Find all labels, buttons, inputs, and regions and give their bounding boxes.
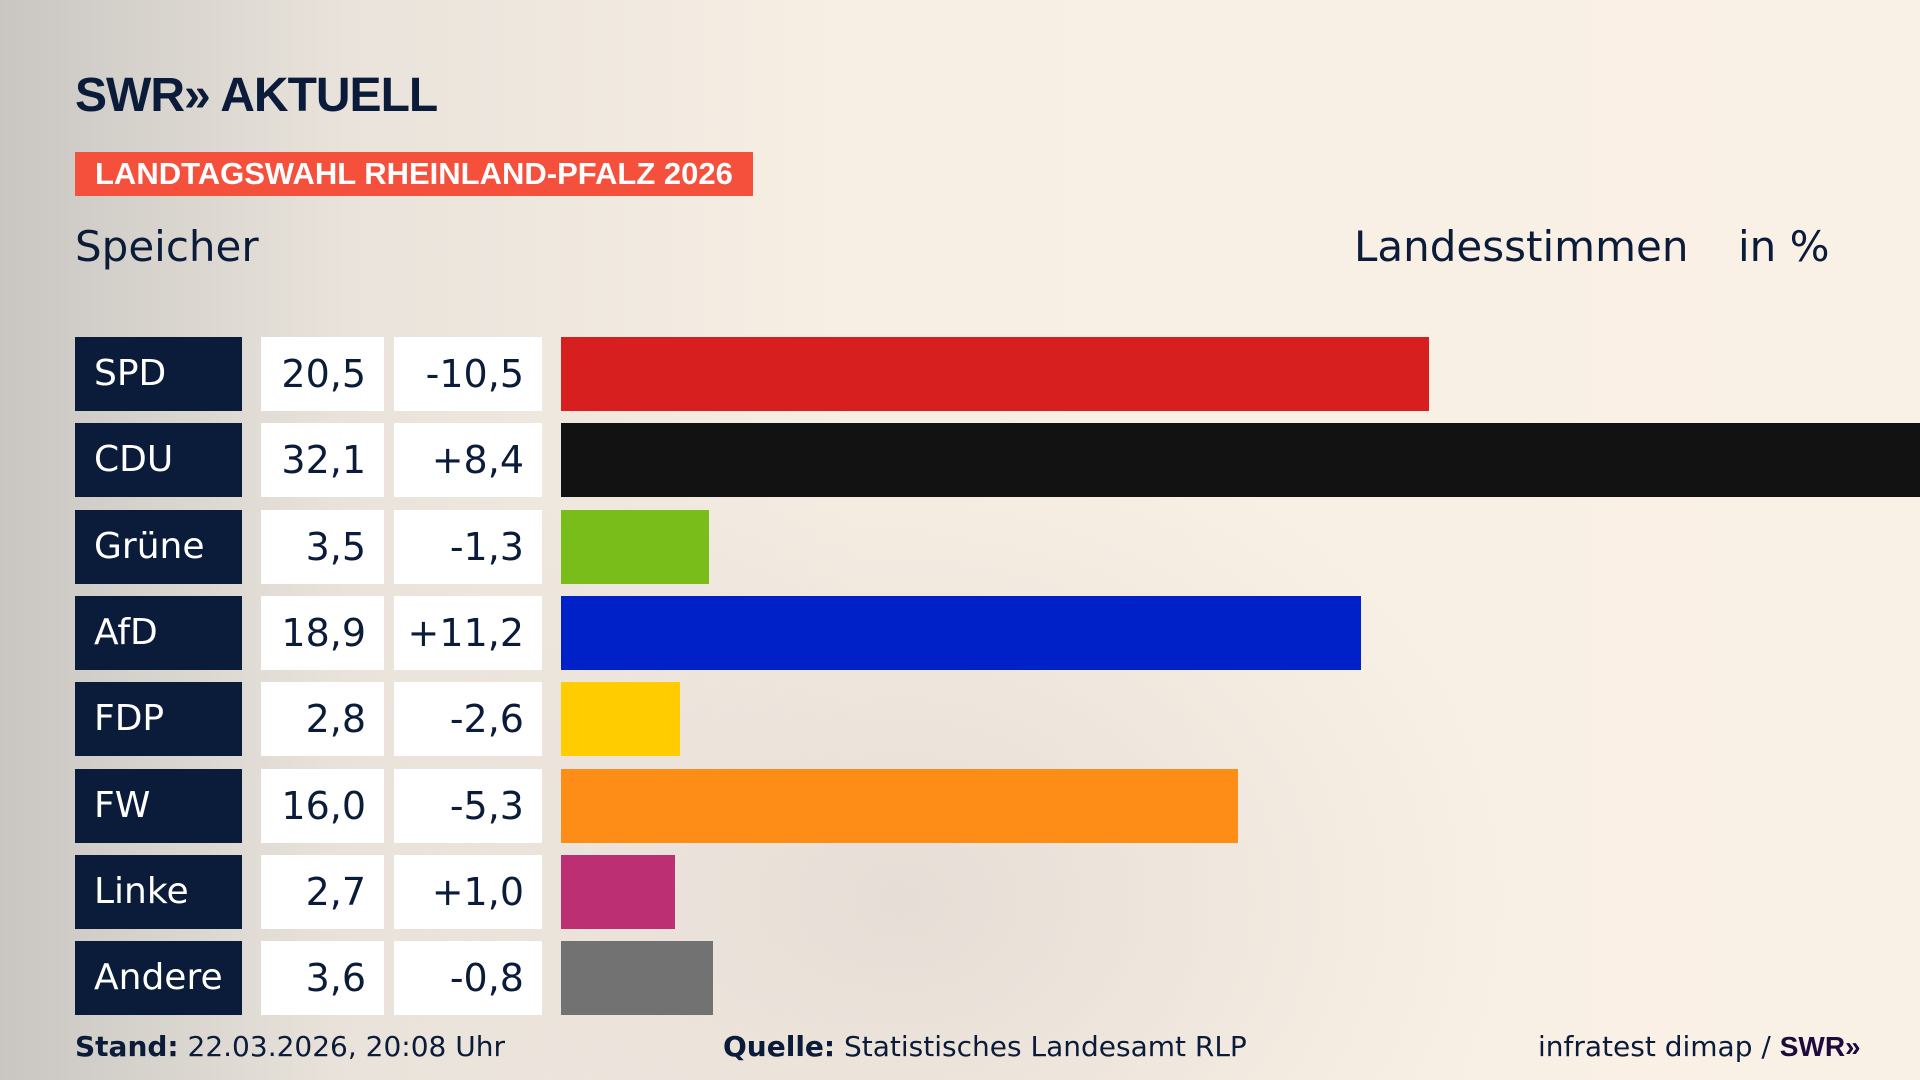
credit: infratest dimap / SWR» [1538, 1030, 1861, 1063]
credit-text: infratest dimap / [1538, 1030, 1780, 1063]
stand-label: Stand: [75, 1030, 179, 1063]
party-label: Linke [75, 854, 242, 929]
diff-label: -0,8 [394, 941, 542, 1016]
value-label: 20,5 [261, 337, 384, 411]
party-label: Andere [75, 941, 242, 1016]
timestamp: Stand: 22.03.2026, 20:08 Uhr [75, 1030, 505, 1063]
unit-label: in % [1738, 222, 1830, 271]
bar [561, 509, 710, 584]
bar [561, 768, 1239, 843]
diff-label: +1,0 [394, 854, 542, 929]
value-label: 2,8 [261, 682, 384, 757]
bar [561, 595, 1362, 670]
value-label: 2,7 [261, 854, 384, 929]
source: Quelle: Statistisches Landesamt RLP [723, 1030, 1247, 1063]
diff-label: -2,6 [394, 682, 542, 757]
value-label: 16,0 [261, 768, 384, 843]
value-label: 3,6 [261, 941, 384, 1016]
value-label: 32,1 [261, 423, 384, 498]
bar [561, 682, 680, 757]
party-label: FDP [75, 682, 242, 757]
bar [561, 854, 676, 929]
party-label: Grüne [75, 509, 242, 584]
bar [561, 941, 714, 1016]
party-label: FW [75, 768, 242, 843]
diff-label: -1,3 [394, 509, 542, 584]
swr-aktuell-logo: SWR» AKTUELL [75, 69, 438, 122]
diff-label: +11,2 [394, 595, 542, 670]
value-label: 3,5 [261, 509, 384, 584]
stand-value: 22.03.2026, 20:08 Uhr [187, 1030, 505, 1063]
metric-label: Landesstimmen [1354, 222, 1689, 271]
bar [561, 423, 1920, 498]
party-label: AfD [75, 595, 242, 670]
place-title: Speicher [75, 222, 259, 271]
source-label: Quelle: [723, 1030, 836, 1063]
bar [561, 337, 1429, 411]
value-label: 18,9 [261, 595, 384, 670]
election-tag: LANDTAGSWAHL RHEINLAND-PFALZ 2026 [75, 152, 753, 196]
diff-label: +8,4 [394, 423, 542, 498]
diff-label: -5,3 [394, 768, 542, 843]
swr-logo: SWR» [1779, 1031, 1861, 1062]
party-label: SPD [75, 337, 242, 411]
diff-label: -10,5 [394, 337, 542, 411]
source-value: Statistisches Landesamt RLP [844, 1030, 1247, 1063]
party-label: CDU [75, 423, 242, 498]
